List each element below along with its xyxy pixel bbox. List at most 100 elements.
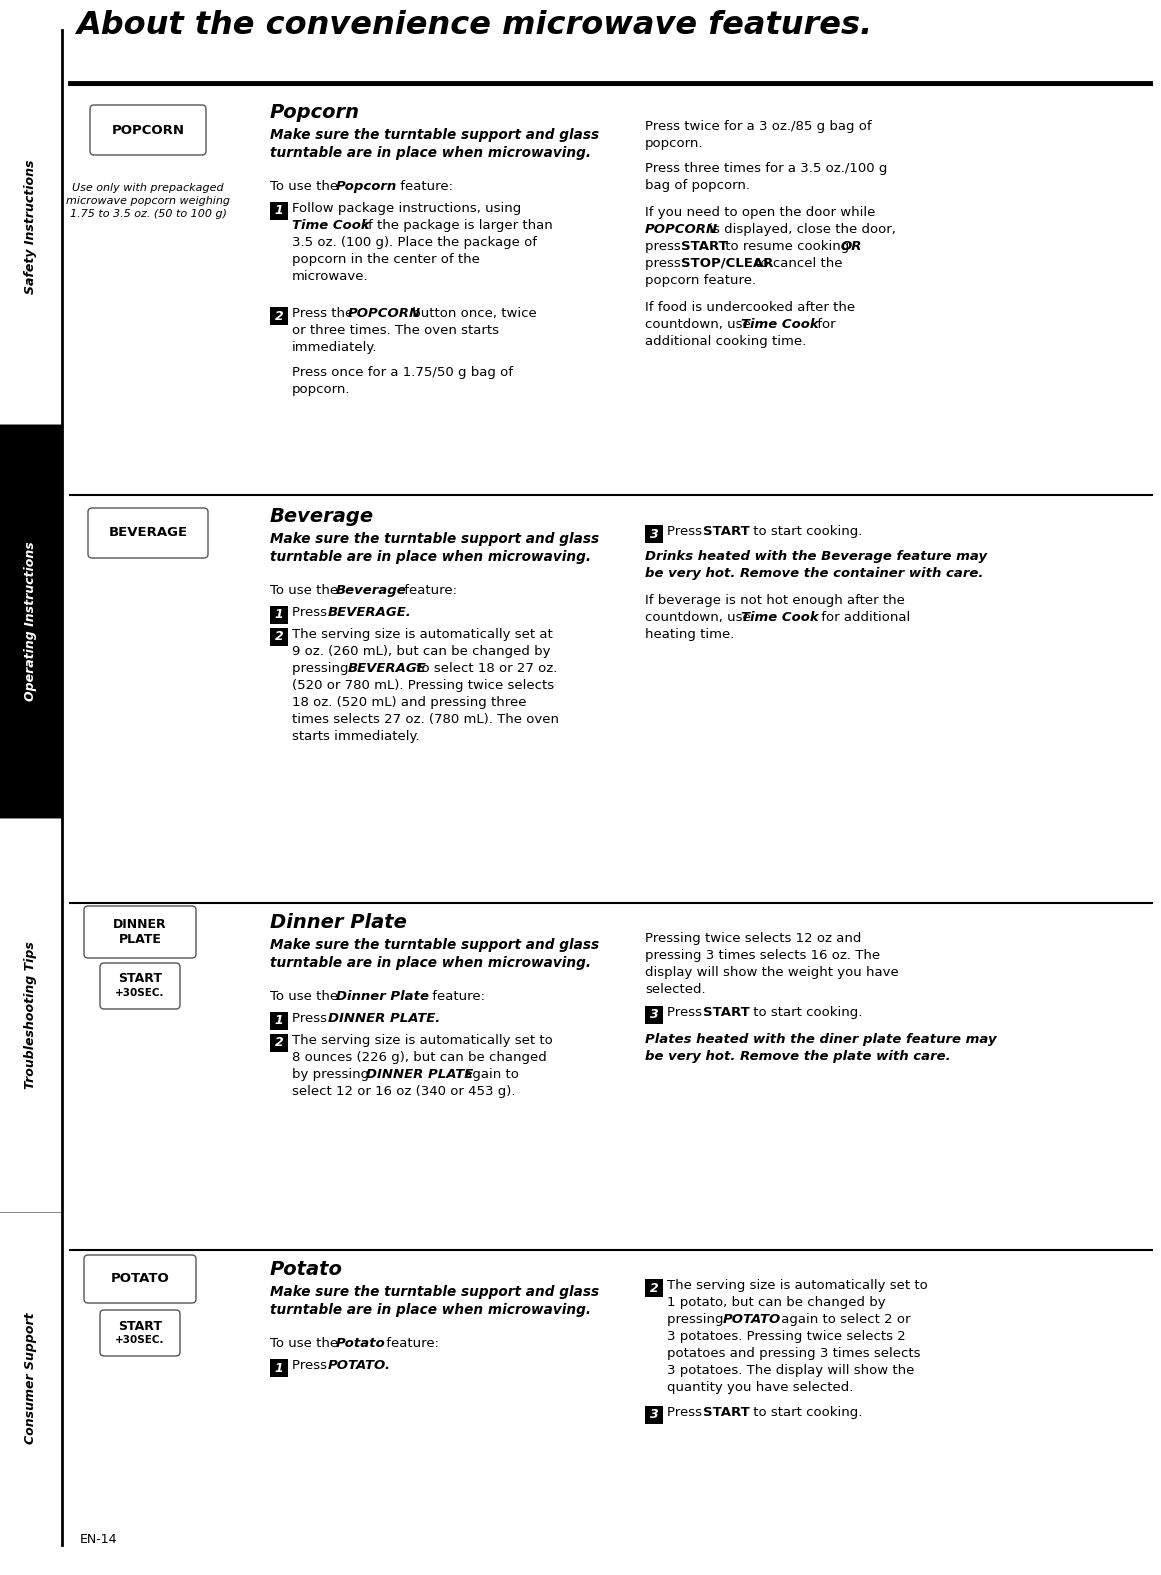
Text: Pressing twice selects 12 oz and: Pressing twice selects 12 oz and	[646, 932, 861, 945]
Bar	[271, 1035, 288, 1052]
Text: Press: Press	[668, 524, 706, 539]
Text: Press once for a 1.75/50 g bag of: Press once for a 1.75/50 g bag of	[293, 365, 513, 380]
Text: Operating Instructions: Operating Instructions	[24, 540, 37, 701]
Bar	[271, 606, 288, 624]
Text: The serving size is automatically set to: The serving size is automatically set to	[668, 1279, 928, 1292]
Text: feature:: feature:	[382, 1337, 439, 1350]
Text: Make sure the turntable support and glass
turntable are in place when microwavin: Make sure the turntable support and glas…	[271, 128, 599, 159]
Text: countdown, use: countdown, use	[646, 318, 755, 331]
Text: Troubleshooting Tips: Troubleshooting Tips	[24, 940, 37, 1088]
Text: 1: 1	[275, 1361, 283, 1375]
FancyBboxPatch shape	[91, 106, 205, 154]
Text: 2: 2	[275, 310, 283, 323]
Text: DINNER PLATE.: DINNER PLATE.	[329, 1013, 440, 1025]
Text: Popcorn: Popcorn	[271, 102, 360, 121]
Text: Use only with prepackaged
microwave popcorn weighing
1.75 to 3.5 oz. (50 to 100 : Use only with prepackaged microwave popc…	[66, 183, 230, 219]
Text: 3: 3	[650, 1008, 658, 1022]
Text: Follow package instructions, using: Follow package instructions, using	[293, 202, 521, 233]
Text: Consumer Support: Consumer Support	[24, 1312, 37, 1444]
Text: Potato: Potato	[336, 1337, 385, 1350]
Text: 1 potato, but can be changed by: 1 potato, but can be changed by	[668, 1296, 886, 1309]
Text: 2: 2	[275, 630, 283, 644]
Text: 8 ounces (226 g), but can be changed: 8 ounces (226 g), but can be changed	[293, 1051, 547, 1065]
Text: POTATO.: POTATO.	[329, 1359, 391, 1372]
Text: press: press	[646, 239, 685, 254]
Text: times selects 27 oz. (780 mL). The oven: times selects 27 oz. (780 mL). The oven	[293, 713, 558, 726]
Text: DINNER PLATE: DINNER PLATE	[366, 1068, 474, 1080]
Text: POPCORN: POPCORN	[348, 307, 421, 320]
Text: or three times. The oven starts: or three times. The oven starts	[293, 324, 499, 337]
Text: again to: again to	[460, 1068, 519, 1080]
Text: countdown, use: countdown, use	[646, 611, 755, 624]
Text: microwave.: microwave.	[293, 269, 369, 284]
Text: pressing: pressing	[668, 1314, 728, 1326]
Text: Plates heated with the diner plate feature may: Plates heated with the diner plate featu…	[646, 1033, 996, 1046]
Text: 3: 3	[650, 1408, 658, 1422]
Text: to start cooking.: to start cooking.	[749, 1406, 863, 1419]
Text: pressing 3 times selects 16 oz. The: pressing 3 times selects 16 oz. The	[646, 950, 880, 962]
Text: Make sure the turntable support and glass
turntable are in place when microwavin: Make sure the turntable support and glas…	[271, 1285, 599, 1317]
Text: START: START	[118, 1320, 163, 1332]
Bar	[0, 30, 62, 424]
FancyBboxPatch shape	[88, 509, 208, 558]
Text: Make sure the turntable support and glass
turntable are in place when microwavin: Make sure the turntable support and glas…	[271, 532, 599, 564]
Text: quantity you have selected.: quantity you have selected.	[668, 1381, 853, 1394]
Bar	[0, 817, 62, 1211]
Bar	[271, 202, 288, 220]
Bar	[646, 1279, 663, 1296]
Text: Time Cook: Time Cook	[293, 219, 369, 232]
Text: to cancel the: to cancel the	[751, 257, 843, 269]
Text: display will show the weight you have: display will show the weight you have	[646, 965, 899, 980]
Text: Drinks heated with the Beverage feature may: Drinks heated with the Beverage feature …	[646, 550, 987, 562]
Text: Potato: Potato	[271, 1260, 342, 1279]
Text: to resume cooking: to resume cooking	[721, 239, 853, 254]
Text: Press: Press	[668, 1006, 706, 1019]
Text: is displayed, close the door,: is displayed, close the door,	[705, 224, 896, 236]
Text: The serving size is automatically set to: The serving size is automatically set to	[293, 1035, 553, 1047]
Text: feature:: feature:	[401, 584, 457, 597]
Text: If food is undercooked after the: If food is undercooked after the	[646, 301, 856, 313]
Text: selected.: selected.	[646, 983, 706, 995]
Text: Dinner Plate: Dinner Plate	[336, 991, 430, 1003]
Text: 3 potatoes. Pressing twice selects 2: 3 potatoes. Pressing twice selects 2	[668, 1329, 906, 1343]
Text: START: START	[704, 1406, 750, 1419]
Text: 1: 1	[275, 608, 283, 622]
Text: POPCORN: POPCORN	[646, 224, 719, 236]
Text: BEVERAGE: BEVERAGE	[108, 526, 188, 540]
Text: OR: OR	[841, 239, 863, 254]
FancyBboxPatch shape	[100, 1310, 180, 1356]
Text: Beverage: Beverage	[336, 584, 406, 597]
Text: STOP/CLEAR: STOP/CLEAR	[682, 257, 773, 269]
Text: DINNER
PLATE: DINNER PLATE	[113, 918, 167, 947]
Bar	[271, 1013, 288, 1030]
FancyBboxPatch shape	[84, 906, 196, 958]
Text: feature:: feature:	[396, 180, 453, 194]
Text: BEVERAGE.: BEVERAGE.	[329, 606, 412, 619]
Text: About the convenience microwave features.: About the convenience microwave features…	[75, 9, 872, 41]
Bar	[646, 1406, 663, 1424]
Text: Dinner Plate: Dinner Plate	[271, 913, 406, 932]
Text: +30SEC.: +30SEC.	[115, 1336, 165, 1345]
Bar	[646, 1006, 663, 1024]
Text: Press the: Press the	[293, 307, 358, 320]
Text: POTATO: POTATO	[110, 1273, 170, 1285]
Text: 3 potatoes. The display will show the: 3 potatoes. The display will show the	[668, 1364, 915, 1377]
Text: again to select 2 or: again to select 2 or	[777, 1314, 910, 1326]
Text: to start cooking.: to start cooking.	[749, 524, 863, 539]
Bar	[271, 628, 288, 646]
Text: Time Cook: Time Cook	[741, 611, 819, 624]
Text: Press three times for a 3.5 oz./100 g: Press three times for a 3.5 oz./100 g	[646, 162, 887, 175]
Text: heating time.: heating time.	[646, 628, 735, 641]
Text: 3.5 oz. (100 g). Place the package of: 3.5 oz. (100 g). Place the package of	[293, 236, 538, 249]
Text: potatoes and pressing 3 times selects: potatoes and pressing 3 times selects	[668, 1347, 921, 1359]
Text: for additional: for additional	[817, 611, 910, 624]
Text: 9 oz. (260 mL), but can be changed by: 9 oz. (260 mL), but can be changed by	[293, 646, 550, 658]
Text: starts immediately.: starts immediately.	[293, 729, 419, 743]
FancyBboxPatch shape	[100, 962, 180, 1010]
Text: To use the: To use the	[271, 991, 342, 1003]
Text: BEVERAGE: BEVERAGE	[348, 662, 427, 676]
Text: START: START	[704, 524, 750, 539]
Text: bag of popcorn.: bag of popcorn.	[646, 180, 750, 192]
Text: for: for	[813, 318, 836, 331]
Text: 2: 2	[650, 1282, 658, 1295]
